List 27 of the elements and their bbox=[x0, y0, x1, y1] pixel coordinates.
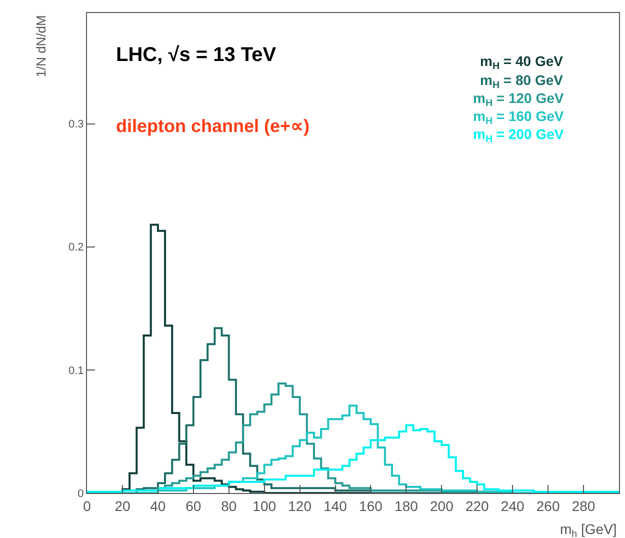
x-tick-label: 140 bbox=[324, 498, 348, 514]
annotation: LHC, √s = 13 TeV bbox=[116, 44, 277, 66]
y-tick-label: 0.2 bbox=[68, 242, 84, 254]
x-tick-label: 260 bbox=[536, 498, 560, 514]
text: m$_{H}$ = 200 GeV bbox=[473, 126, 564, 145]
y-tick-label: 0.1 bbox=[68, 364, 84, 377]
annotation: dilepton channel (e+∝) bbox=[116, 116, 310, 136]
x-axis-title: m$_{h}$ [GeV] bbox=[560, 521, 617, 538]
x-tick-label: 200 bbox=[430, 498, 454, 514]
text: m$_{H}$ = 160 GeV bbox=[473, 108, 564, 127]
text: m$_{H}$ = 120 GeV bbox=[473, 90, 564, 109]
y-tick-label: 0 bbox=[78, 488, 84, 500]
x-tick-label: 160 bbox=[359, 498, 383, 514]
x-tick-label: 60 bbox=[186, 498, 202, 514]
x-tick-label: 220 bbox=[465, 498, 490, 514]
x-tick-label: 20 bbox=[114, 498, 130, 514]
x-tick-label: 280 bbox=[572, 498, 596, 514]
x-tick-label: 240 bbox=[500, 498, 524, 514]
x-tick-label: 180 bbox=[394, 498, 418, 514]
y-axis-title: 1/N dN/dM bbox=[33, 15, 48, 78]
x-tick-label: 80 bbox=[221, 498, 237, 514]
text: m$_{H}$ = 80 GeV bbox=[480, 72, 564, 91]
x-tick-label: 40 bbox=[150, 498, 166, 514]
text: m$_{H}$ = 40 GeV bbox=[480, 53, 564, 72]
x-tick-label: 120 bbox=[288, 498, 312, 514]
x-tick-label: 100 bbox=[252, 498, 276, 514]
y-tick-label: 0.3 bbox=[68, 118, 84, 131]
